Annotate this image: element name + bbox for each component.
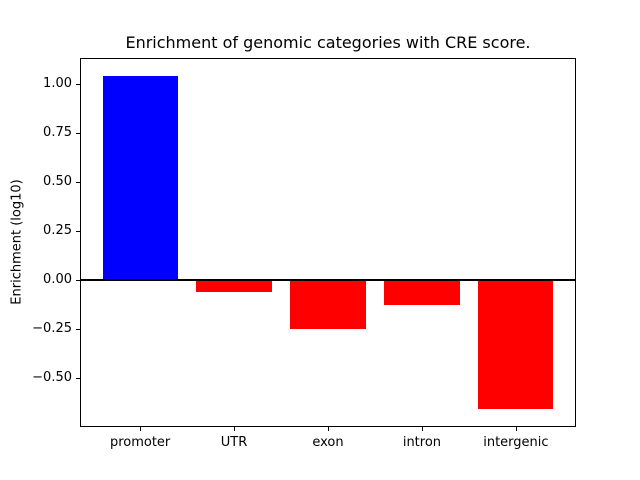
y-tick-label: 0.75 [43, 125, 72, 141]
bar-exon [290, 279, 366, 329]
plot-area [80, 58, 576, 427]
x-tick-label-UTR: UTR [220, 435, 248, 450]
x-tick-label-exon: exon [312, 435, 344, 450]
y-tick-mark [76, 133, 80, 134]
x-tick-mark [328, 427, 329, 431]
y-tick-mark [76, 329, 80, 330]
y-tick-label: 1.00 [43, 76, 72, 92]
y-tick-label: 0.50 [43, 174, 72, 190]
y-tick-mark [76, 280, 80, 281]
x-tick-label-intron: intron [402, 435, 442, 450]
x-tick-label-intergenic: intergenic [483, 435, 549, 450]
y-tick-label: −0.25 [32, 321, 72, 337]
x-tick-mark [422, 427, 423, 431]
x-tick-mark [234, 427, 235, 431]
x-tick-label-promoter: promoter [109, 435, 171, 450]
y-tick-label: 0.00 [43, 272, 72, 288]
zero-line [80, 278, 576, 281]
bar-intron [384, 279, 460, 306]
bar-UTR [196, 279, 272, 292]
y-tick-label: 0.25 [43, 223, 72, 239]
y-tick-mark [76, 378, 80, 379]
bar-intergenic [478, 279, 554, 410]
y-axis-label: Enrichment (log10) [9, 179, 25, 305]
y-tick-mark [76, 182, 80, 183]
bar-promoter [102, 75, 178, 280]
x-tick-mark [516, 427, 517, 431]
y-tick-mark [76, 231, 80, 232]
x-tick-mark [140, 427, 141, 431]
chart-title: Enrichment of genomic categories with CR… [125, 33, 531, 52]
y-tick-label: −0.50 [32, 370, 72, 386]
y-tick-mark [76, 84, 80, 85]
